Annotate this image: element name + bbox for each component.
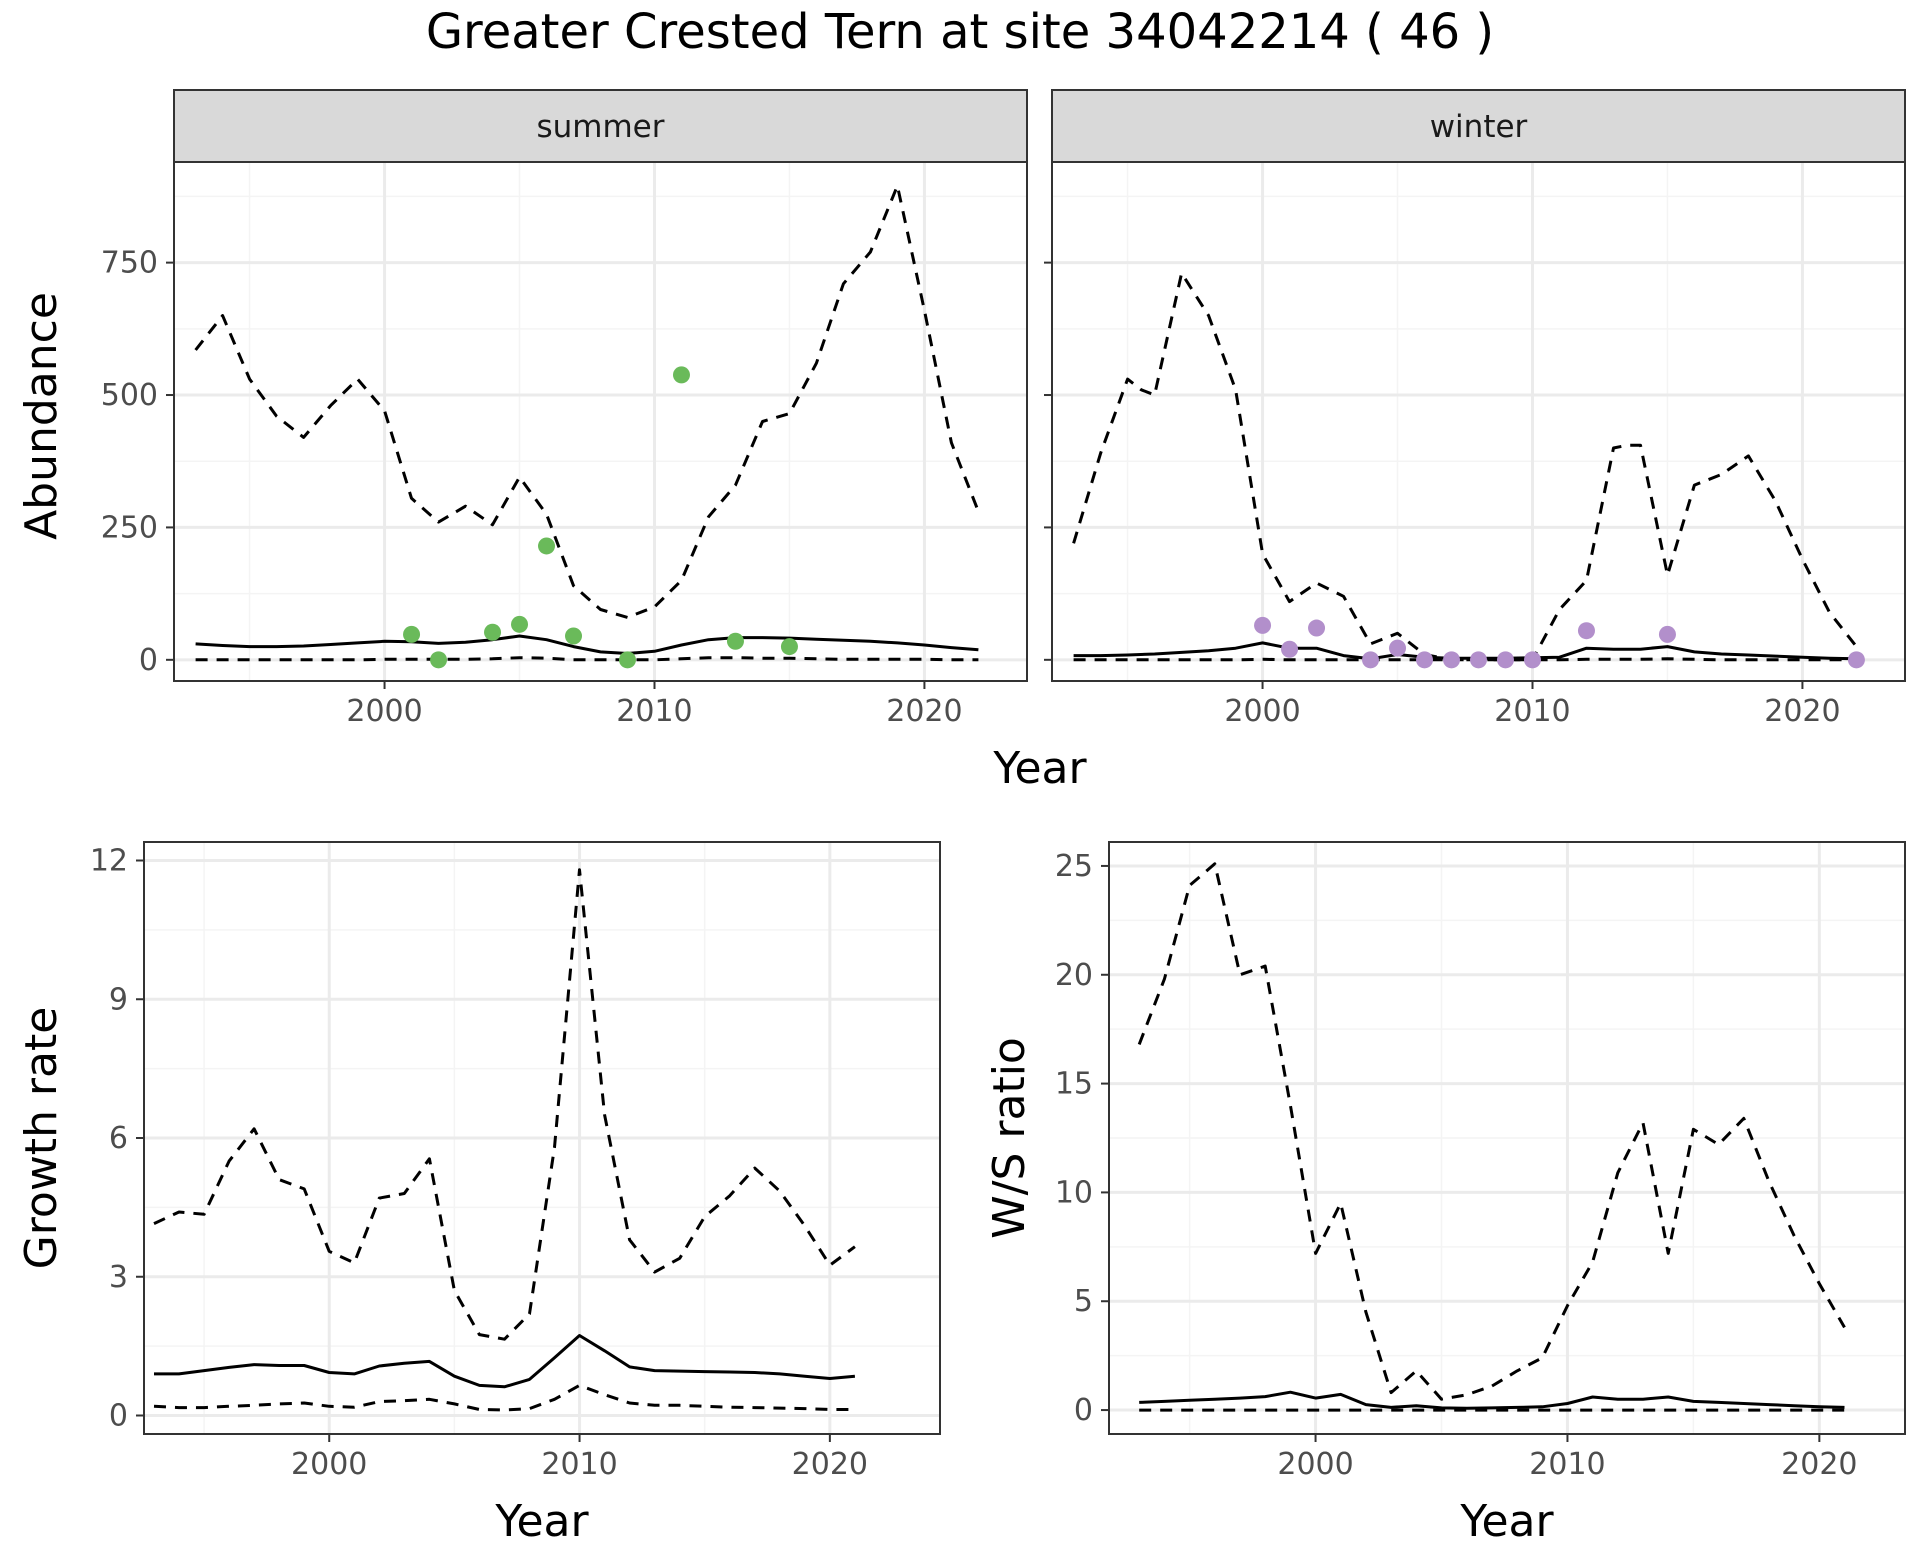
data-point bbox=[403, 625, 421, 643]
y-tick-label: 750 bbox=[101, 246, 158, 281]
data-point bbox=[430, 651, 448, 669]
top-row-y-axis-label: Abundance bbox=[16, 292, 67, 540]
panel-background bbox=[1052, 162, 1905, 681]
panel-1: winter 2000 2010 2020 bbox=[1044, 89, 1906, 729]
facet-strip-label: winter bbox=[1430, 109, 1528, 145]
data-point bbox=[565, 627, 583, 645]
data-point bbox=[1577, 622, 1595, 640]
data-point bbox=[511, 615, 529, 633]
y-tick-label: 0 bbox=[1074, 1393, 1093, 1428]
data-point bbox=[484, 623, 502, 641]
x-axis-label: Year bbox=[494, 1496, 589, 1547]
data-point bbox=[1416, 651, 1434, 669]
data-point bbox=[672, 366, 690, 384]
data-point bbox=[1496, 651, 1514, 669]
data-point bbox=[1308, 619, 1326, 637]
panel-0: summer 2000 2010 2020 0 250 500 750 bbox=[101, 89, 1028, 729]
x-tick-label: 2000 bbox=[346, 694, 422, 729]
series-line-2 bbox=[153, 1383, 855, 1412]
x-tick-label: 2020 bbox=[792, 1447, 868, 1482]
data-point bbox=[1281, 640, 1299, 658]
x-tick-label: 2010 bbox=[1529, 1447, 1605, 1482]
y-tick-label: 12 bbox=[90, 844, 128, 879]
facet-strip bbox=[173, 89, 1028, 163]
series-line-0 bbox=[153, 868, 856, 1341]
series-line-0 bbox=[1137, 862, 1846, 1401]
data-point bbox=[1523, 651, 1541, 669]
data-point bbox=[1389, 639, 1407, 657]
data-point bbox=[618, 651, 636, 669]
x-tick-label: 2000 bbox=[1277, 1447, 1353, 1482]
y-tick-label: 25 bbox=[1055, 849, 1093, 884]
series-line-0 bbox=[1072, 271, 1858, 662]
y-tick-label: 5 bbox=[1074, 1284, 1093, 1319]
y-tick-label: 250 bbox=[101, 510, 158, 545]
data-point bbox=[538, 537, 556, 555]
x-tick-label: 2010 bbox=[1494, 694, 1570, 729]
facet-strip bbox=[1051, 89, 1906, 163]
series-line-0 bbox=[194, 184, 980, 619]
x-tick-label: 2000 bbox=[291, 1447, 367, 1482]
x-tick-label: 2020 bbox=[1764, 694, 1840, 729]
top-row-x-axis-label: Year bbox=[992, 743, 1087, 794]
data-point bbox=[1362, 651, 1380, 669]
y-tick-label: 0 bbox=[139, 643, 158, 678]
x-tick-label: 2000 bbox=[1224, 694, 1300, 729]
data-point bbox=[726, 632, 744, 650]
data-point bbox=[1443, 651, 1461, 669]
y-axis-label: W/S ratio bbox=[984, 1037, 1035, 1239]
y-tick-label: 500 bbox=[101, 378, 158, 413]
y-tick-label: 6 bbox=[109, 1121, 128, 1156]
y-tick-label: 15 bbox=[1055, 1067, 1093, 1102]
data-point bbox=[780, 638, 798, 656]
y-tick-label: 3 bbox=[109, 1260, 128, 1295]
x-tick-label: 2020 bbox=[886, 694, 962, 729]
series-line-2 bbox=[1073, 657, 1857, 662]
x-tick-label: 2010 bbox=[616, 694, 692, 729]
series-line-1 bbox=[195, 634, 979, 655]
panel-background bbox=[174, 162, 1027, 681]
data-point bbox=[1254, 616, 1272, 634]
facet-strip-label: summer bbox=[536, 109, 664, 145]
y-tick-label: 20 bbox=[1055, 958, 1093, 993]
y-tick-label: 9 bbox=[109, 982, 128, 1017]
panel-border bbox=[1108, 841, 1906, 1435]
series-line-1 bbox=[154, 1334, 856, 1389]
series-line-1 bbox=[1139, 1390, 1845, 1410]
figure-title: Greater Crested Tern at site 34042214 ( … bbox=[426, 4, 1494, 60]
y-axis-label: Growth rate bbox=[16, 1007, 67, 1270]
panel-2: 2000 2010 2020 0 3 6 9 12 Year Growth rate bbox=[16, 841, 941, 1547]
panel-3: 2000 2010 2020 0 5 10 15 20 25 Year W/S ratio bbox=[984, 841, 1906, 1547]
series-line-2 bbox=[195, 656, 979, 662]
data-point bbox=[1470, 651, 1487, 669]
x-tick-label: 2010 bbox=[541, 1447, 617, 1482]
y-tick-label: 10 bbox=[1055, 1175, 1093, 1210]
data-point bbox=[1847, 651, 1865, 669]
data-point bbox=[1658, 625, 1676, 643]
x-tick-label: 2020 bbox=[1781, 1447, 1857, 1482]
y-tick-label: 0 bbox=[109, 1399, 128, 1434]
series-line-1 bbox=[1073, 641, 1857, 661]
x-axis-label: Year bbox=[1459, 1496, 1554, 1547]
